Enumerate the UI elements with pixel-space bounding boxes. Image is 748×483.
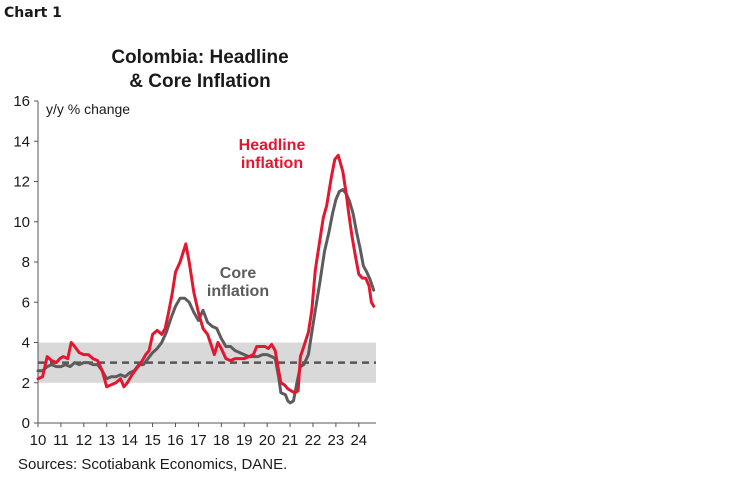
x-tick-label: 17 [190,432,207,449]
x-tick-label: 10 [30,432,47,449]
y-tick-label: 8 [22,254,30,271]
chart-title: Colombia: Headline & Core Inflation [90,46,310,94]
core-annotation-line-1: Core [220,265,257,282]
chart-title-line-2: & Core Inflation [129,71,271,92]
y-tick-label: 6 [22,294,30,311]
x-tick-label: 18 [213,432,230,449]
x-tick-label: 23 [328,432,345,449]
y-tick-label: 16 [13,93,30,110]
y-tick-label: 0 [22,415,30,432]
y-tick-label: 10 [13,214,30,231]
y-tick-label: 4 [22,335,30,352]
x-tick-label: 16 [167,432,184,449]
x-tick-label: 11 [53,432,69,449]
x-tick-label: 14 [121,432,138,449]
source-note: Sources: Scotiabank Economics, DANE. [18,456,288,473]
x-tick-label: 19 [236,432,253,449]
chart-label: Chart 1 [4,5,62,21]
x-tick-label: 22 [305,432,322,449]
x-tick-label: 21 [282,432,299,449]
x-tick-label: 20 [259,432,276,449]
x-tick-label: 15 [144,432,161,449]
chart-title-line-1: Colombia: Headline [111,47,289,68]
headline-inflation-line [36,153,376,395]
headline-annotation-line-1: Headline [239,137,306,154]
y-axis-label: y/y % change [46,101,130,117]
x-tick-label: 13 [98,432,115,449]
y-tick-label: 14 [13,133,30,150]
y-tick-label: 2 [22,375,30,392]
x-tick-label: 24 [350,432,367,449]
headline-annotation-line-2: inflation [241,155,303,172]
x-tick-label: 12 [75,432,92,449]
core-annotation-line-2: inflation [207,283,269,300]
y-tick-label: 12 [13,174,30,191]
